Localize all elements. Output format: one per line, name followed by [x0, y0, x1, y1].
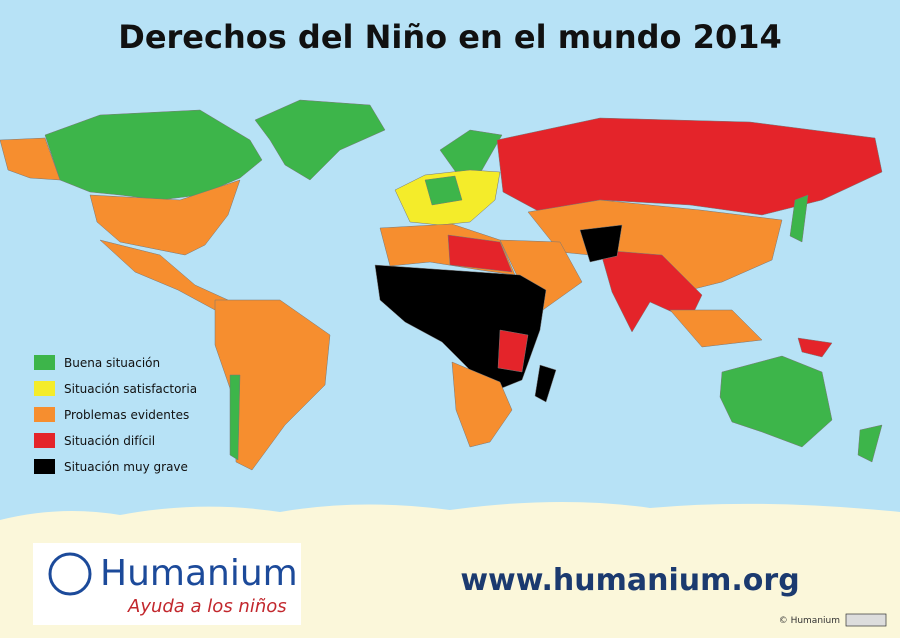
copyright: © Humanium — [779, 616, 840, 626]
southern-africa — [451, 361, 513, 448]
legend-label: Situación difícil — [64, 434, 155, 448]
southeast-asia — [669, 309, 763, 348]
chile — [229, 374, 241, 461]
website-url: www.humanium.org — [460, 563, 799, 598]
legend-swatch — [34, 433, 55, 448]
legend-swatch — [34, 381, 55, 396]
central-europe — [424, 175, 463, 206]
legend-label: Buena situación — [64, 356, 160, 370]
title: Derechos del Niño en el mundo 2014 — [118, 18, 781, 56]
madagascar — [534, 364, 557, 403]
russia — [496, 117, 883, 216]
south-america — [214, 299, 331, 471]
cc-badge — [845, 613, 887, 627]
east-africa — [497, 329, 529, 373]
libya-egypt — [447, 234, 513, 273]
legend-label: Problemas evidentes — [64, 408, 189, 422]
logo-icon — [48, 552, 92, 596]
legend-swatch — [34, 459, 55, 474]
usa — [89, 179, 241, 256]
logo-tagline: Ayuda a los niños — [127, 596, 287, 617]
papua — [797, 337, 833, 358]
continents — [0, 99, 883, 471]
legend: Buena situación Situación satisfactoria Pr… — [34, 355, 197, 474]
logo-name: Humanium — [100, 553, 298, 594]
japan — [789, 194, 809, 243]
legend-label: Situación satisfactoria — [64, 382, 197, 396]
alaska — [0, 137, 61, 181]
afghanistan-pakistan — [579, 224, 623, 263]
legend-label: Situación muy grave — [64, 460, 188, 474]
new-zealand — [857, 424, 883, 463]
legend-swatch — [34, 355, 55, 370]
australia — [719, 355, 833, 448]
greenland — [254, 99, 386, 181]
asia — [527, 199, 783, 293]
legend-swatch — [34, 407, 55, 422]
